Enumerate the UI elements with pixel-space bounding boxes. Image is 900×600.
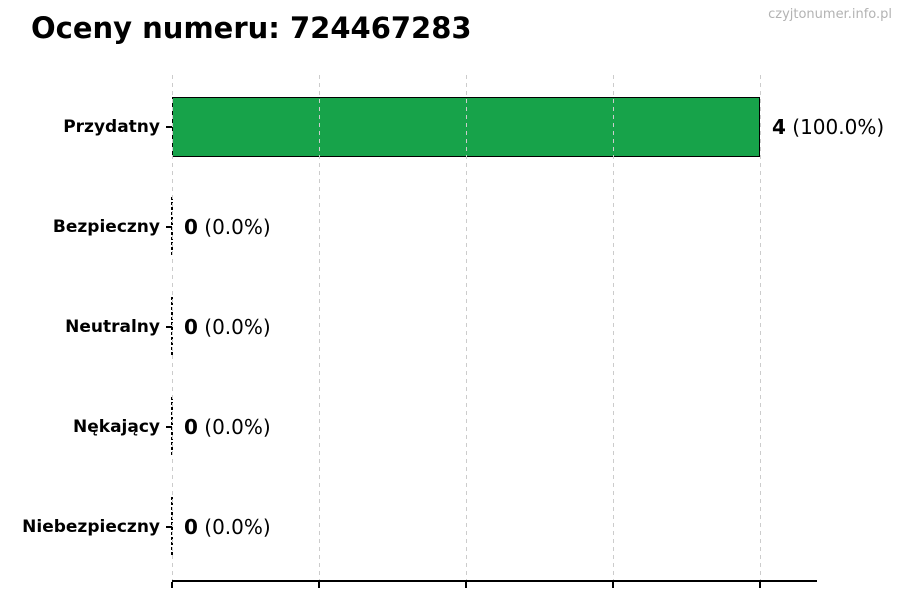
value-percent: (0.0%) bbox=[197, 315, 271, 339]
value-count: 4 bbox=[772, 115, 786, 139]
x-axis-line bbox=[172, 580, 817, 582]
x-axis-tick bbox=[465, 582, 467, 588]
x-axis-tick bbox=[612, 582, 614, 588]
gridline-x1 bbox=[319, 75, 320, 581]
value-percent: (0.0%) bbox=[197, 415, 271, 439]
x-axis-tick bbox=[318, 582, 320, 588]
category-label: Bezpieczny bbox=[52, 217, 160, 237]
x-axis-tick bbox=[759, 582, 761, 588]
value-count: 0 bbox=[184, 415, 198, 439]
value-percent: (0.0%) bbox=[197, 215, 271, 239]
y-axis-tick bbox=[166, 426, 172, 428]
gridline-x0 bbox=[172, 75, 173, 581]
gridline-x3 bbox=[613, 75, 614, 581]
value-label: 0 (0.0%) bbox=[184, 213, 271, 241]
chart-title: Oceny numeru: 724467283 bbox=[31, 11, 472, 45]
y-axis-tick bbox=[166, 326, 172, 328]
value-count: 0 bbox=[184, 215, 198, 239]
value-count: 0 bbox=[184, 315, 198, 339]
watermark-text: czyjtonumer.info.pl bbox=[768, 7, 892, 22]
gridline-x4 bbox=[760, 75, 761, 581]
value-percent: (0.0%) bbox=[197, 515, 271, 539]
y-axis-tick bbox=[166, 226, 172, 228]
category-label: Niebezpieczny bbox=[22, 517, 160, 537]
value-label: 4 (100.0%) bbox=[772, 113, 884, 141]
y-axis-tick bbox=[166, 526, 172, 528]
category-label: Neutralny bbox=[65, 317, 160, 337]
category-label: Nękający bbox=[73, 417, 160, 437]
gridline-x2 bbox=[466, 75, 467, 581]
y-axis-tick bbox=[166, 126, 172, 128]
category-label: Przydatny bbox=[63, 117, 160, 137]
value-label: 0 (0.0%) bbox=[184, 513, 271, 541]
value-count: 0 bbox=[184, 515, 198, 539]
value-label: 0 (0.0%) bbox=[184, 413, 271, 441]
value-percent: (100.0%) bbox=[785, 115, 885, 139]
x-axis-tick bbox=[171, 582, 173, 588]
value-label: 0 (0.0%) bbox=[184, 313, 271, 341]
